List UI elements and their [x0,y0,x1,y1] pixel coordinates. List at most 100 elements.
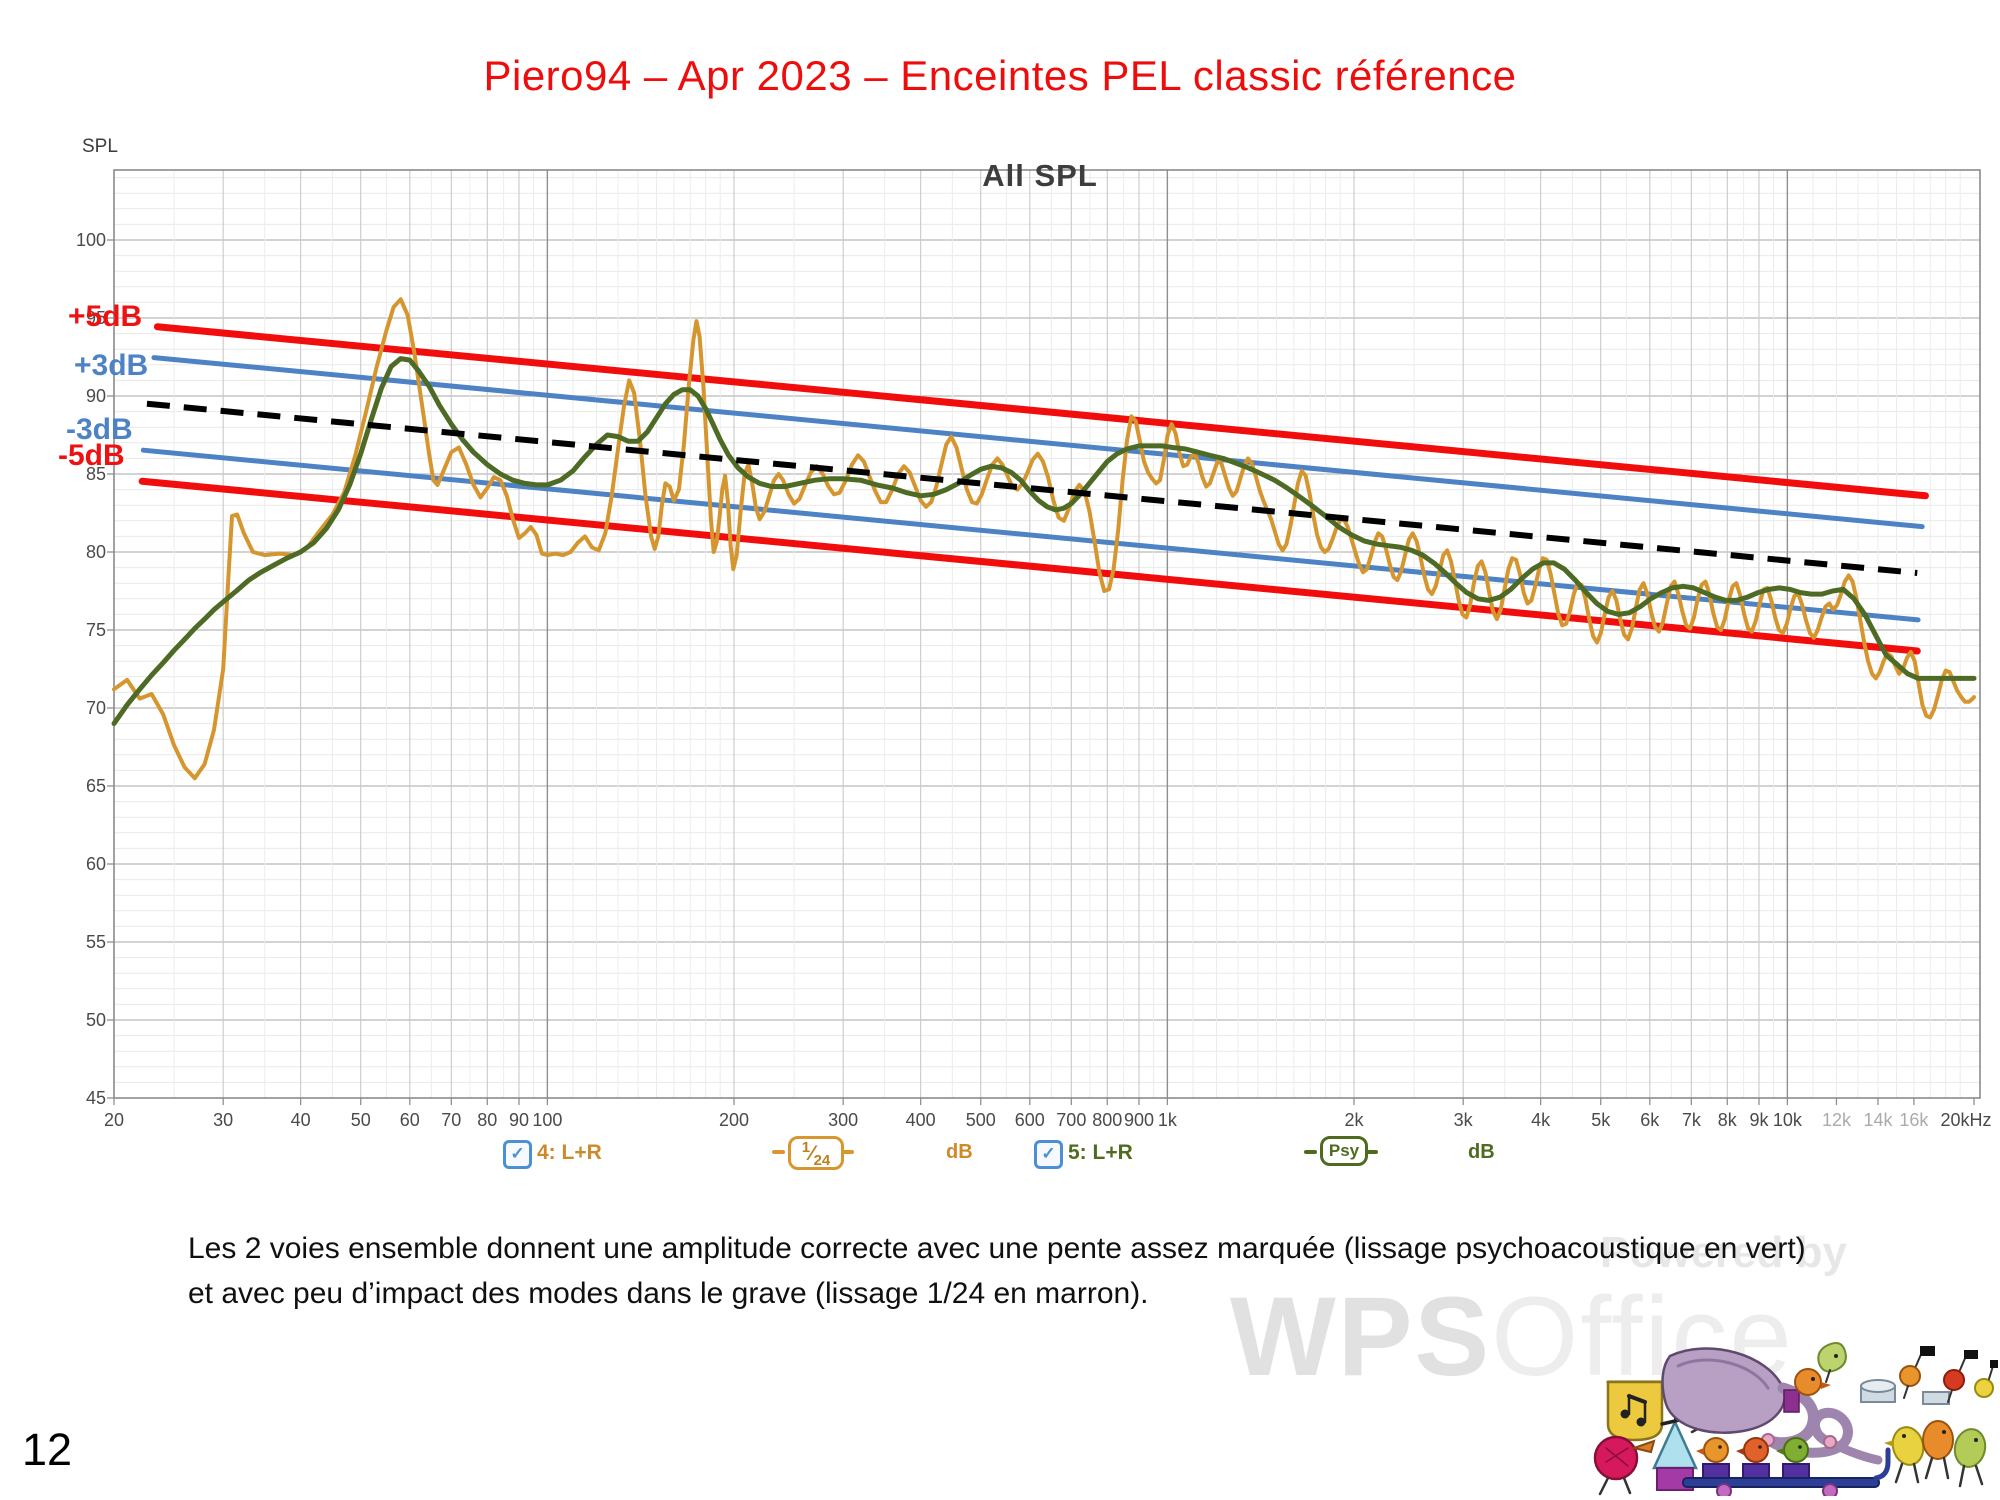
x-tick-label: 4k [1531,1110,1551,1130]
chart-title: All SPL [982,158,1098,193]
channel5-label: 5: L+R [1068,1141,1133,1164]
tuba-valve [1783,1389,1800,1413]
x-tick-label: 10k [1773,1110,1803,1130]
watermark-powered-by: Powered by [1600,1228,1847,1277]
y-tick-label: 75 [86,620,106,640]
badge-connector [772,1150,785,1154]
tuba-bell [1661,1347,1786,1434]
x-tick-label: 1k [1158,1110,1178,1130]
badge-connector [841,1150,854,1154]
y-tick-label: 70 [86,698,106,718]
x-tick-label: 100 [532,1110,562,1130]
unit-label-db-green: dB [1468,1141,1495,1163]
channel5-checkbox[interactable]: ✓ [1034,1140,1063,1169]
target-label-plus5db: +5dB [68,300,143,333]
x-tick-label: 800 [1092,1110,1122,1130]
target-line-+5dB [153,323,1929,500]
y-tick-label: 95 [86,308,106,328]
chorus-bird [1783,1437,1809,1463]
chorus-bird [1743,1437,1769,1463]
fraction-numerator: 1 [801,1139,811,1156]
x-tick-label: 20kHz [1940,1110,1991,1130]
fraction-denominator: 24 [813,1152,831,1169]
caption-line-2: et avec peu d’impact des modes dans le g… [188,1277,1149,1310]
channel4-label: 4: L+R [537,1141,602,1164]
target-label-minus5db: -5dB [58,439,125,472]
red-bird [1593,1435,1639,1481]
x-tick-label: 40 [291,1110,311,1130]
drum [1922,1391,1950,1405]
y-tick-label: 90 [86,386,106,406]
chorus-bird [1703,1437,1729,1463]
x-tick-label: 700 [1056,1110,1086,1130]
x-tick-label: 20 [104,1110,124,1130]
slide-title: Piero94 – Apr 2023 – Enceintes PEL class… [483,52,1517,99]
unit-label-db-orange: dB [946,1141,973,1163]
chart-legend: ✓ 4: L+R 1⁄24 dB ✓ 5: L+R Psy dB [0,1136,2000,1178]
y-tick-label: 85 [86,464,106,484]
smoothing-1-24-badge: 1⁄24 [788,1136,844,1170]
x-tick-label: 8k [1718,1110,1738,1130]
flag-bird [1943,1369,1965,1391]
plot-border [113,169,1981,1099]
x-tick-label: 6k [1640,1110,1660,1130]
y-tick-label: 60 [86,854,106,874]
page-number: 12 [22,1424,73,1475]
x-tick-label: 3k [1454,1110,1474,1130]
fraction-slash: ⁄ [810,1142,814,1165]
y-tick-label: 80 [86,542,106,562]
watermark-wps: WPS [1230,1274,1492,1399]
target-line-center [146,400,1918,576]
x-tick-label: 7k [1682,1110,1702,1130]
caption-line-1: Les 2 voies ensemble donnent une amplitu… [188,1232,1806,1265]
x-tick-label: 14k [1863,1110,1893,1130]
caption: Les 2 voies ensemble donnent une amplitu… [188,1226,1908,1316]
y-axis-title: SPL [82,136,118,157]
x-tick-label: 12k [1822,1110,1852,1130]
y-tick-label: 50 [86,1010,106,1030]
music-banner [1606,1380,1664,1442]
x-tick-label: 200 [719,1110,749,1130]
cart-handle [1873,1447,1891,1481]
x-tick-label: 5k [1591,1110,1611,1130]
x-tick-label: 900 [1124,1110,1154,1130]
x-tick-label: 16k [1899,1110,1929,1130]
cart [1682,1477,1880,1488]
x-tick-label: 600 [1015,1110,1045,1130]
y-tick-label: 100 [76,230,106,250]
smoothing-psy-badge: Psy [1320,1136,1368,1166]
x-tick-label: 400 [906,1110,936,1130]
walking-bird [1953,1428,1987,1468]
flag-bird [1974,1378,1994,1398]
x-tick-label: 60 [400,1110,420,1130]
y-tick-label: 65 [86,776,106,796]
y-tick-label: 45 [86,1088,106,1108]
x-tick-label: 80 [477,1110,497,1130]
x-tick-label: 500 [966,1110,996,1130]
check-icon: ✓ [1041,1144,1056,1163]
badge-connector [1365,1150,1378,1154]
small-horn [1630,1439,1656,1454]
target-line-+3dB [151,355,1925,530]
green-bird-on-tuba [1817,1341,1847,1373]
band-cartoon-image [1593,1341,1998,1496]
target-label-minus3db: -3dB [66,413,133,446]
curve-psy [111,356,1977,727]
x-tick-label: 70 [441,1110,461,1130]
y-tick-label: 55 [86,932,106,952]
cart-wheel [1716,1483,1732,1496]
walking-bird [1891,1426,1925,1466]
x-tick-label: 2k [1344,1110,1364,1130]
target-label-plus3db: +3dB [74,349,149,382]
walking-bird [1922,1420,1954,1460]
x-tick-label: 30 [213,1110,233,1130]
cart-wheel [1822,1483,1838,1496]
channel4-checkbox[interactable]: ✓ [503,1140,532,1169]
x-tick-label: 300 [828,1110,858,1130]
check-icon: ✓ [510,1144,525,1163]
x-tick-label: 50 [351,1110,371,1130]
curve-1-24 [112,297,1976,781]
x-tick-label: 90 [509,1110,529,1130]
